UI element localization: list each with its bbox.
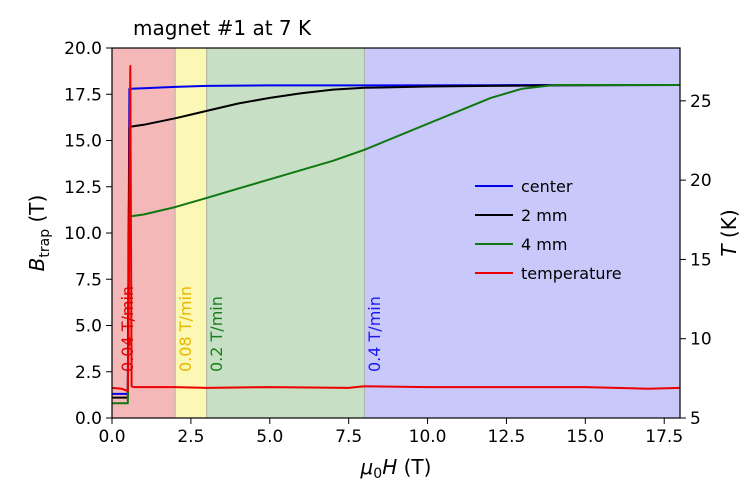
svg-text:μ0H (T): μ0H (T) xyxy=(360,455,432,482)
legend-label-2-mm: 2 mm xyxy=(521,206,567,225)
rate-label-0: 0.04 T/min xyxy=(118,286,137,372)
rate-labels: 0.04 T/min 0.08 T/min 0.2 T/min 0.4 T/min xyxy=(118,286,384,372)
y-right-tick-label: 25 xyxy=(690,92,712,112)
svg-text:Btrap (T): Btrap (T) xyxy=(25,195,53,272)
series-line-temperature xyxy=(111,65,681,392)
x-tick-label: 17.5 xyxy=(645,427,683,447)
x-tick-label: 2.5 xyxy=(177,427,204,447)
rate-label-1: 0.08 T/min xyxy=(176,286,195,372)
rate-label-2: 0.2 T/min xyxy=(207,296,226,372)
shaded-rate-regions xyxy=(112,48,680,418)
y-right-tick-label: 15 xyxy=(690,250,712,270)
x-tick-label: 15.0 xyxy=(566,427,604,447)
y-right-axis-label: T (K) xyxy=(717,209,741,256)
rate-label-3: 0.4 T/min xyxy=(365,296,384,372)
y-left-axis-ticks: 0.0 2.5 5.0 7.5 10.0 12.5 15.0 17.5 20.0 xyxy=(64,39,112,429)
y-left-tick-label: 2.5 xyxy=(75,363,102,383)
x-tick-label: 0.0 xyxy=(98,427,125,447)
series-line-4-mm xyxy=(112,84,680,405)
rate-region-0 xyxy=(112,48,176,418)
y-left-tick-label: 20.0 xyxy=(64,39,102,59)
rate-region-2 xyxy=(206,48,365,418)
x-axis-label: μ0H (T) xyxy=(360,455,432,482)
x-tick-label: 12.5 xyxy=(488,427,526,447)
rate-region-3 xyxy=(364,48,680,418)
x-tick-label: 10.0 xyxy=(409,427,447,447)
y-right-tick-label: 5 xyxy=(690,409,701,429)
y-left-tick-label: 17.5 xyxy=(64,85,102,105)
y-right-axis-ticks: 5 10 15 20 25 xyxy=(680,92,712,429)
y-right-tick-label: 20 xyxy=(690,171,712,191)
legend-label-temperature: temperature xyxy=(521,264,622,283)
legend-label-4-mm: 4 mm xyxy=(521,235,567,254)
y-left-tick-label: 7.5 xyxy=(75,270,102,290)
x-axis-ticks: 0.0 2.5 5.0 7.5 10.0 12.5 15.0 17.5 xyxy=(98,418,683,447)
rate-region-1 xyxy=(175,48,207,418)
y-left-tick-label: 10.0 xyxy=(64,224,102,244)
y-left-axis-label: Btrap (T) xyxy=(25,195,53,272)
y-left-tick-label: 15.0 xyxy=(64,132,102,152)
y-right-tick-label: 10 xyxy=(690,330,712,350)
y-left-tick-label: 0.0 xyxy=(75,409,102,429)
y-left-tick-label: 5.0 xyxy=(75,317,102,337)
data-lines xyxy=(111,65,681,405)
chart-title: magnet #1 at 7 K xyxy=(133,16,312,40)
legend-label-center: center xyxy=(521,177,573,196)
x-tick-label: 5.0 xyxy=(256,427,283,447)
legend: center 2 mm 4 mm temperature xyxy=(475,177,622,283)
x-tick-label: 7.5 xyxy=(335,427,362,447)
svg-text:T (K): T (K) xyxy=(717,209,741,256)
y-left-tick-label: 12.5 xyxy=(64,178,102,198)
